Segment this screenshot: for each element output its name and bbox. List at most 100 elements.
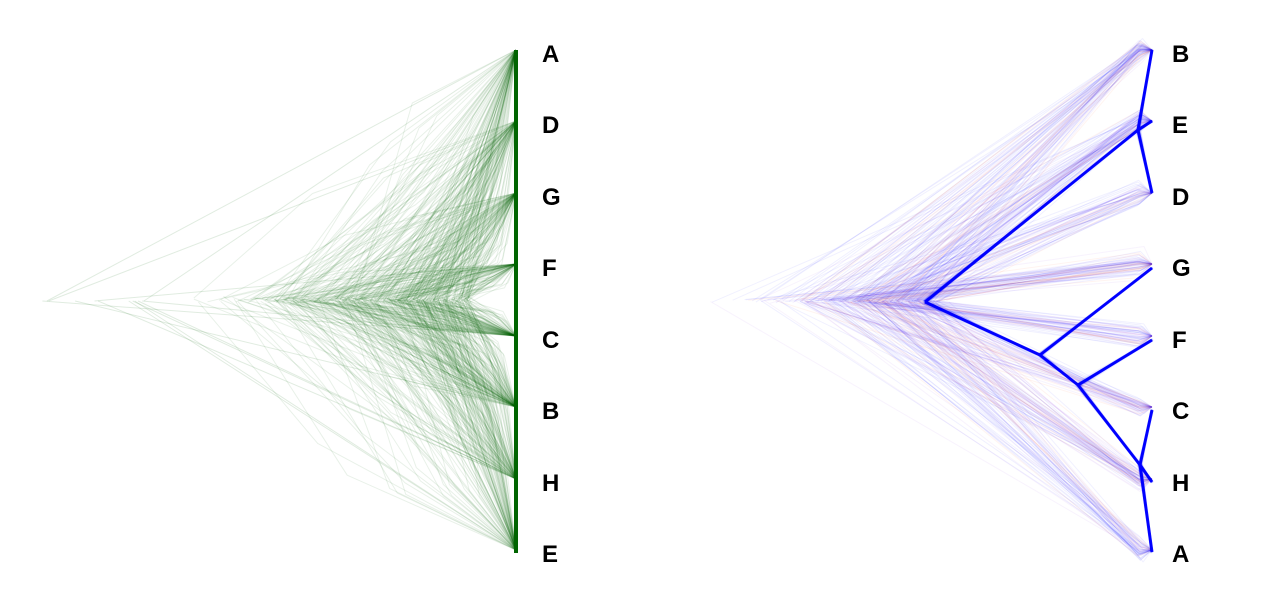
tree-branch <box>292 300 517 480</box>
consensus-branch <box>1075 382 1141 465</box>
tree-branch <box>451 300 517 551</box>
consensus-branch <box>1138 466 1152 482</box>
tree-branch <box>416 263 517 298</box>
tree-branch <box>404 192 517 303</box>
consensus-branch <box>1137 130 1152 194</box>
tree-branch <box>448 192 517 297</box>
tree-branch <box>898 300 1153 414</box>
tree-branch <box>430 192 517 304</box>
consensus-branch <box>926 302 1041 355</box>
tree-branch <box>885 300 1153 551</box>
consensus-branch <box>1078 340 1153 383</box>
consensus-branch <box>1138 465 1152 482</box>
tree-branch <box>426 302 517 337</box>
consensus-branch <box>1040 266 1153 355</box>
tree-branch <box>402 298 517 480</box>
tree-branch <box>433 299 517 337</box>
tree-branch <box>465 299 517 337</box>
tree-branch <box>291 297 517 408</box>
consensus-branch <box>925 130 1139 303</box>
tree-branch <box>454 298 517 551</box>
tree-branch <box>453 300 517 337</box>
consensus-branch <box>1137 129 1153 195</box>
tree-branch <box>323 297 517 551</box>
consensus-branch <box>1138 129 1154 194</box>
tree-branch <box>415 192 517 303</box>
tree-branch <box>767 262 1153 301</box>
tree-branch <box>275 299 517 480</box>
tree-branch <box>394 302 517 480</box>
consensus-branch <box>1139 120 1153 130</box>
tree-branch <box>867 261 1153 302</box>
consensus-branch <box>1077 339 1154 385</box>
tree-branch <box>775 49 1153 304</box>
consensus-branch <box>1139 49 1152 132</box>
tree-branch <box>388 300 517 480</box>
tree-branch <box>395 120 517 299</box>
tree-branch <box>290 49 517 303</box>
tree-branch <box>782 48 1153 302</box>
consensus-branch <box>1139 50 1152 131</box>
tree-branch <box>283 297 517 480</box>
tree-branch <box>318 299 517 408</box>
consensus-branch <box>1140 409 1153 465</box>
consensus-branch <box>925 128 1138 303</box>
consensus-branch <box>924 302 1040 356</box>
consensus-branch <box>1077 338 1153 386</box>
tree-branch <box>817 43 1153 302</box>
tree-branch <box>875 189 1153 301</box>
tree-branch <box>866 49 1153 301</box>
tree-branch <box>823 192 1153 303</box>
consensus-branch <box>925 301 1041 356</box>
consensus-branch <box>1137 129 1154 194</box>
consensus-branch <box>1039 352 1079 386</box>
consensus-branch <box>1078 386 1141 467</box>
consensus-branch <box>1077 383 1141 466</box>
consensus-branch <box>925 298 1041 356</box>
consensus-branch <box>1136 50 1153 132</box>
tree-branch <box>384 298 517 551</box>
tree-branch <box>840 299 1153 493</box>
consensus-branch <box>1136 50 1153 129</box>
tree-branch <box>396 300 517 337</box>
tree-branch <box>344 297 517 480</box>
consensus-branch <box>922 129 1138 302</box>
consensus-branch <box>1138 409 1153 465</box>
tree-branch <box>873 299 1153 340</box>
consensus-branch <box>924 300 1041 357</box>
tree-branch <box>863 187 1153 301</box>
tree-branch <box>358 49 517 300</box>
left-tip-label: D <box>542 112 559 139</box>
tree-branch <box>823 181 1153 301</box>
consensus-branch <box>925 129 1139 304</box>
consensus-branch <box>1140 464 1152 552</box>
consensus-branch <box>1138 466 1153 552</box>
consensus-branch <box>925 302 1040 358</box>
tree-branch <box>450 301 517 408</box>
tree-branch <box>400 49 517 299</box>
tree-branch <box>300 299 517 408</box>
tree-branch <box>815 299 1153 412</box>
consensus-branch <box>1138 462 1153 483</box>
tree-branch <box>914 190 1153 302</box>
tree-branch <box>831 263 1153 300</box>
tree-branch <box>439 192 517 301</box>
tree-branch <box>340 120 517 300</box>
tree-branch <box>420 49 517 298</box>
tree-branch <box>882 300 1153 410</box>
consensus-branch <box>926 299 1041 356</box>
tree-branch <box>355 263 517 301</box>
tree-branch <box>871 299 1153 554</box>
tree-branch <box>320 297 517 480</box>
tree-branch <box>339 49 517 301</box>
tree-branch <box>332 301 517 551</box>
tree-branch <box>915 192 1153 303</box>
consensus-branch <box>922 129 1140 302</box>
consensus-branch <box>1078 382 1141 466</box>
tree-branch <box>353 296 517 408</box>
consensus-branch <box>1078 339 1154 386</box>
tree-branch <box>911 263 1153 302</box>
tree-branch <box>310 298 517 480</box>
tree-branch <box>356 302 517 551</box>
